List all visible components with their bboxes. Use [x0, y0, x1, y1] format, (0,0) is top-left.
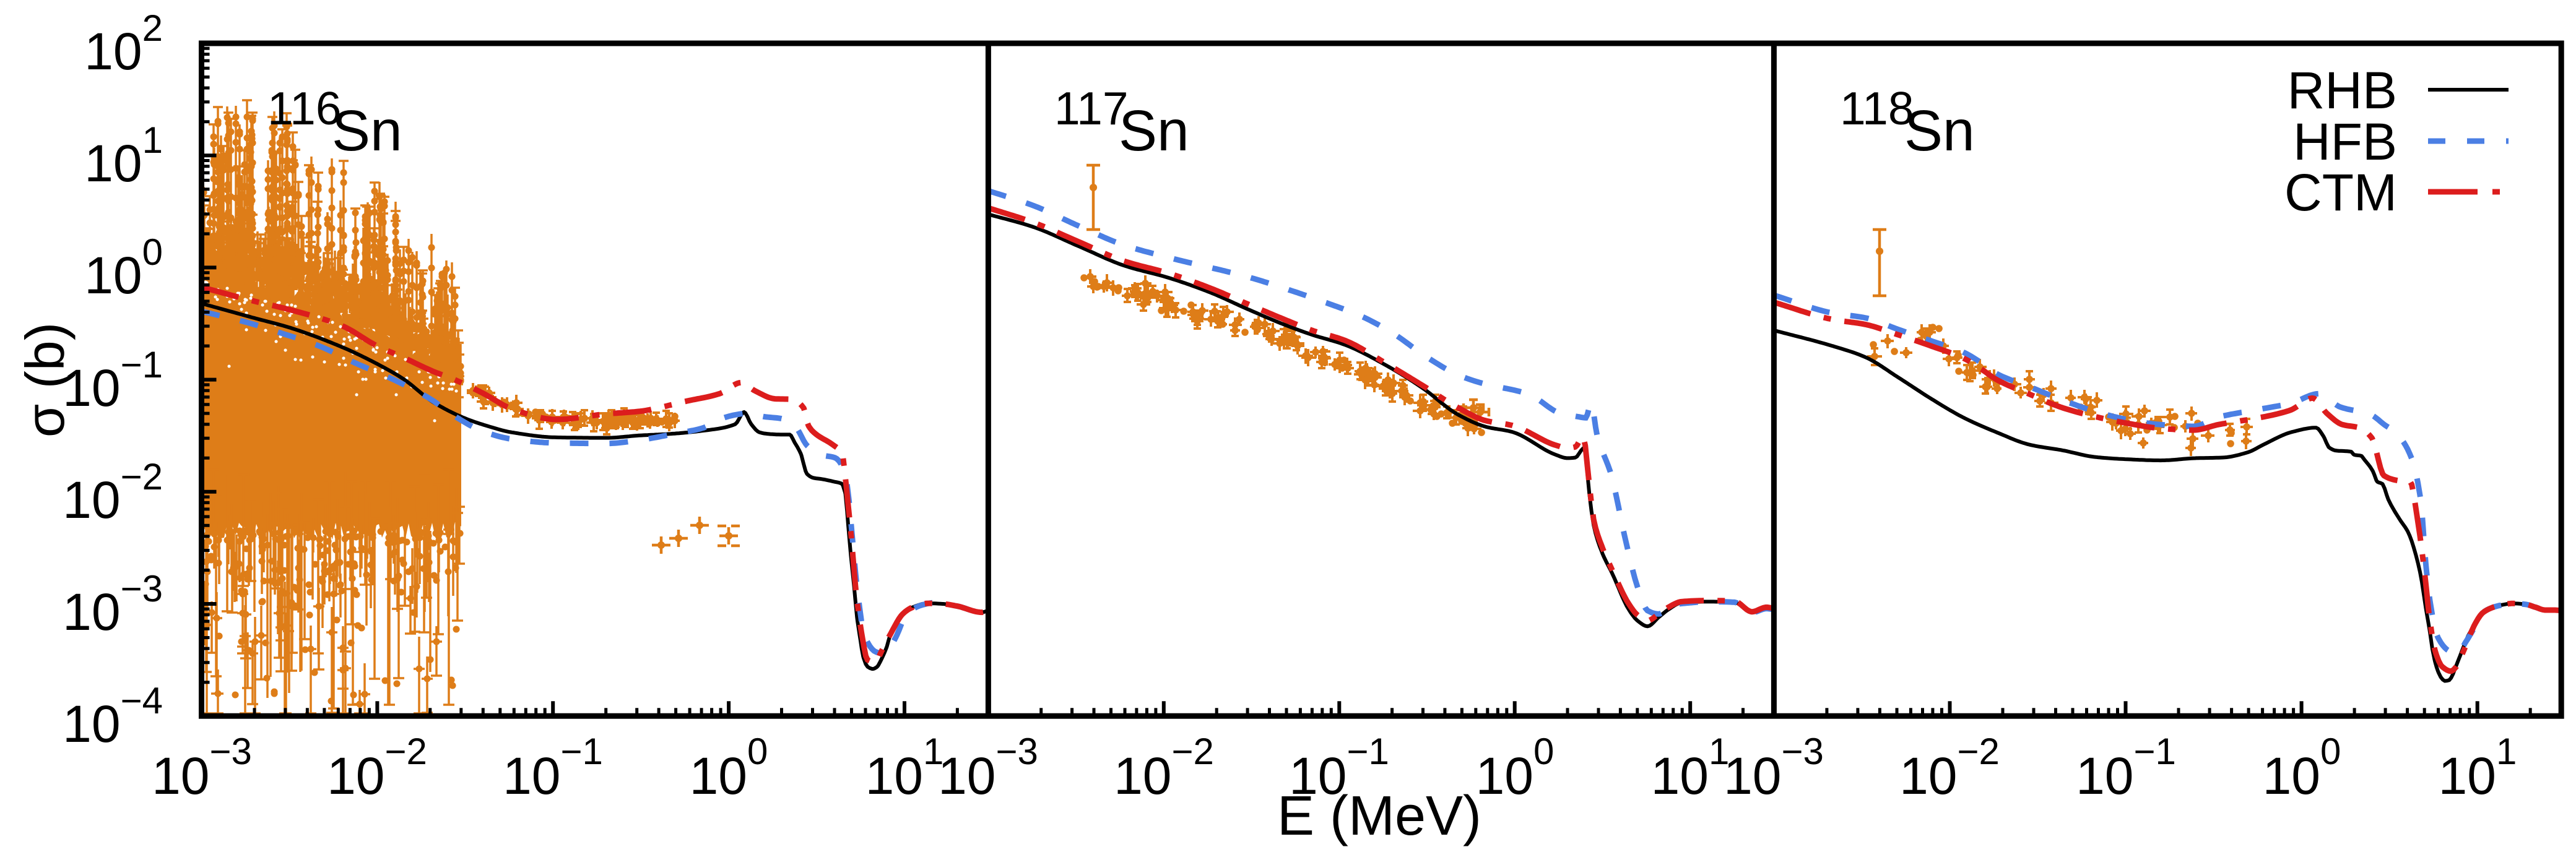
svg-text:10−1: 10−1 — [2076, 731, 2176, 805]
svg-text:102: 102 — [84, 7, 163, 80]
svg-text:10−3: 10−3 — [152, 731, 252, 805]
svg-text:101: 101 — [865, 731, 944, 805]
svg-text:101: 101 — [1651, 731, 1730, 805]
svg-text:10−1: 10−1 — [503, 731, 603, 805]
svg-text:100: 100 — [690, 731, 768, 805]
svg-text:10−3: 10−3 — [938, 731, 1038, 805]
svg-text:Sn: Sn — [1119, 98, 1189, 163]
svg-text:117: 117 — [1054, 82, 1129, 134]
svg-text:E (MeV): E (MeV) — [1277, 785, 1481, 847]
svg-text:10−3: 10−3 — [1724, 731, 1824, 805]
svg-text:10−2: 10−2 — [327, 731, 427, 805]
svg-text:10−2: 10−2 — [1899, 731, 2000, 805]
svg-text:116: 116 — [267, 82, 342, 134]
svg-text:σ (b): σ (b) — [14, 322, 76, 437]
svg-text:10−3: 10−3 — [63, 568, 163, 641]
svg-text:10−2: 10−2 — [1114, 731, 1214, 805]
svg-text:101: 101 — [2439, 731, 2517, 805]
svg-text:CTM: CTM — [2284, 163, 2397, 222]
svg-text:100: 100 — [1476, 731, 1555, 805]
svg-text:100: 100 — [2263, 731, 2341, 805]
svg-text:Sn: Sn — [332, 98, 402, 163]
svg-text:Sn: Sn — [1904, 98, 1975, 163]
svg-text:101: 101 — [84, 119, 163, 192]
svg-text:10−4: 10−4 — [63, 680, 163, 753]
svg-text:118: 118 — [1840, 82, 1914, 134]
svg-text:HFB: HFB — [2293, 113, 2397, 171]
svg-text:10−1: 10−1 — [1289, 731, 1389, 805]
svg-text:10−2: 10−2 — [63, 456, 163, 529]
svg-text:100: 100 — [84, 231, 163, 304]
svg-text:10−1: 10−1 — [63, 344, 163, 417]
svg-text:RHB: RHB — [2288, 61, 2397, 119]
